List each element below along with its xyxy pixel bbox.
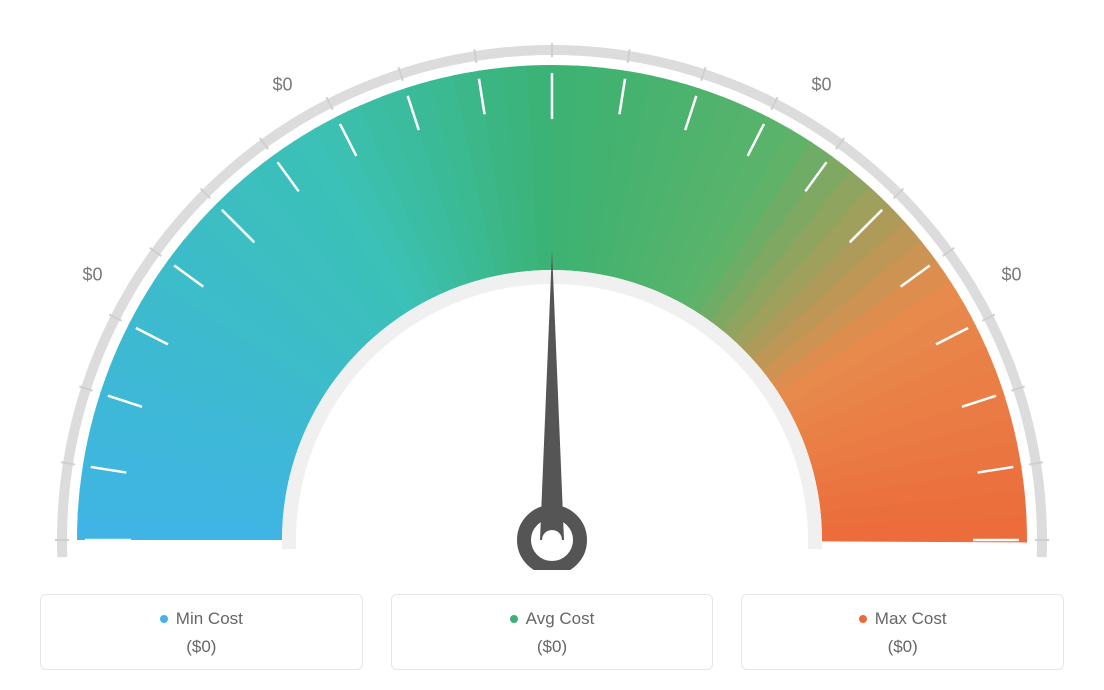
- legend-label-min: Min Cost: [160, 609, 243, 629]
- legend-label-avg: Avg Cost: [510, 609, 595, 629]
- legend-card-max: Max Cost ($0): [741, 594, 1064, 670]
- svg-text:$0: $0: [83, 265, 103, 285]
- legend-label-avg-text: Avg Cost: [526, 609, 595, 629]
- svg-text:$0: $0: [1001, 265, 1021, 285]
- legend-value-min: ($0): [51, 637, 352, 657]
- gauge-svg: $0$0$0$0$0$0$0: [42, 30, 1062, 570]
- svg-text:$0: $0: [272, 75, 292, 95]
- svg-text:$0: $0: [812, 75, 832, 95]
- legend-dot-min: [160, 615, 168, 623]
- legend-card-min: Min Cost ($0): [40, 594, 363, 670]
- gauge-cost-chart: $0$0$0$0$0$0$0 Min Cost ($0) Avg Cost ($…: [0, 0, 1104, 690]
- gauge-area: $0$0$0$0$0$0$0: [42, 30, 1062, 570]
- legend-card-avg: Avg Cost ($0): [391, 594, 714, 670]
- legend-dot-max: [859, 615, 867, 623]
- legend-value-avg: ($0): [402, 637, 703, 657]
- legend-row: Min Cost ($0) Avg Cost ($0) Max Cost ($0…: [40, 594, 1064, 670]
- legend-value-max: ($0): [752, 637, 1053, 657]
- legend-dot-avg: [510, 615, 518, 623]
- legend-label-max-text: Max Cost: [875, 609, 947, 629]
- legend-label-max: Max Cost: [859, 609, 947, 629]
- legend-label-min-text: Min Cost: [176, 609, 243, 629]
